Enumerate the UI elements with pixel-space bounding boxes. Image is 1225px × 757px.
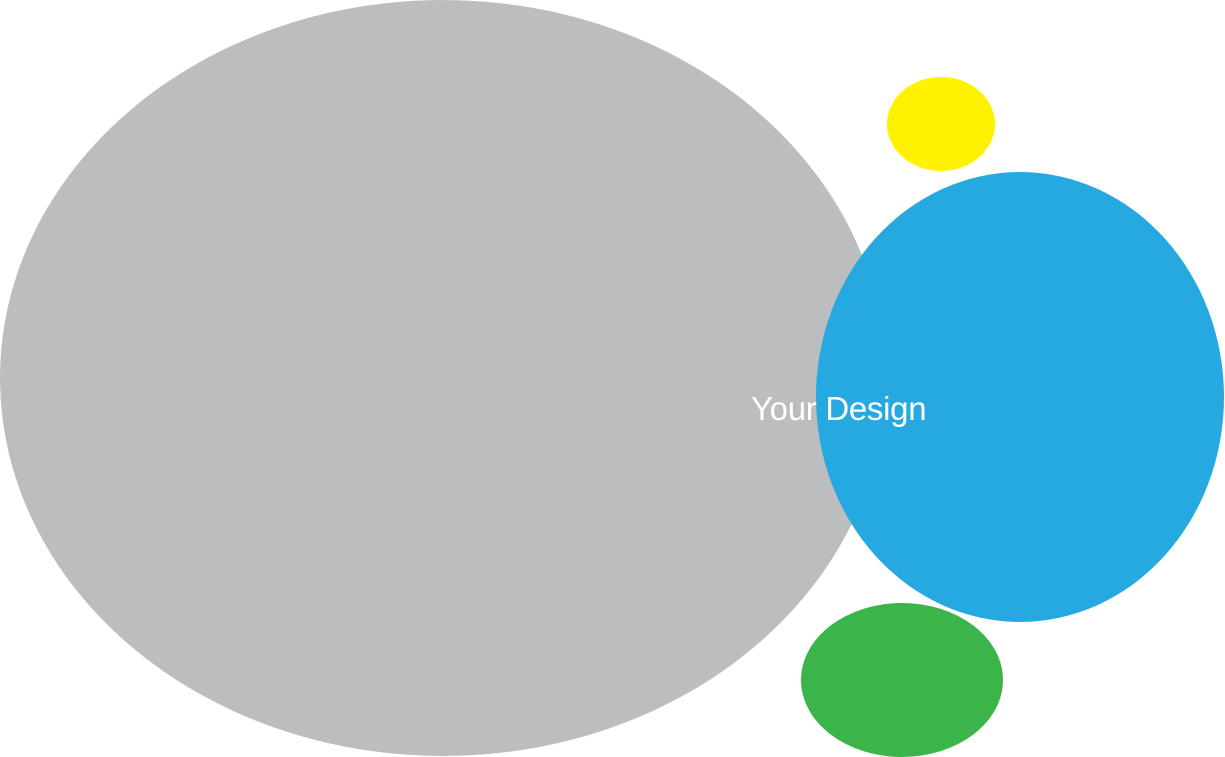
green-ellipse — [801, 603, 1003, 757]
gray-ellipse — [0, 0, 886, 756]
your-design-label: Your Design — [751, 390, 927, 427]
yellow-ellipse — [887, 77, 995, 171]
blue-ellipse — [816, 172, 1224, 622]
